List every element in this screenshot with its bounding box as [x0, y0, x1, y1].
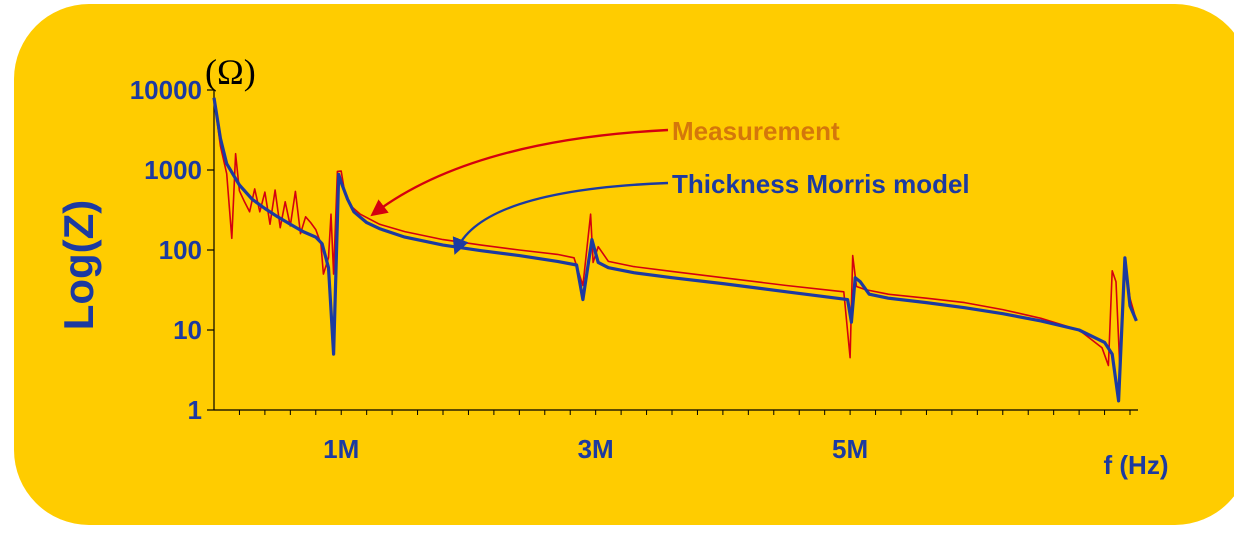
y-tick-label: 10000	[130, 75, 202, 105]
x-tick-label: 3M	[578, 434, 614, 464]
x-axis-label: f (Hz)	[1104, 450, 1169, 480]
y-tick-label: 100	[159, 235, 202, 265]
y-tick-label: 10	[173, 315, 202, 345]
y-axis-label: Log(Z)	[55, 200, 102, 331]
x-tick-label: 1M	[323, 434, 359, 464]
legend-label-measurement: Measurement	[672, 116, 840, 146]
y-tick-label: 1	[188, 395, 202, 425]
y-tick-label: 1000	[144, 155, 202, 185]
y-axis-unit: (Ω)	[205, 52, 256, 92]
legend-label-morris-model: Thickness Morris model	[672, 169, 970, 199]
x-tick-label: 5M	[832, 434, 868, 464]
